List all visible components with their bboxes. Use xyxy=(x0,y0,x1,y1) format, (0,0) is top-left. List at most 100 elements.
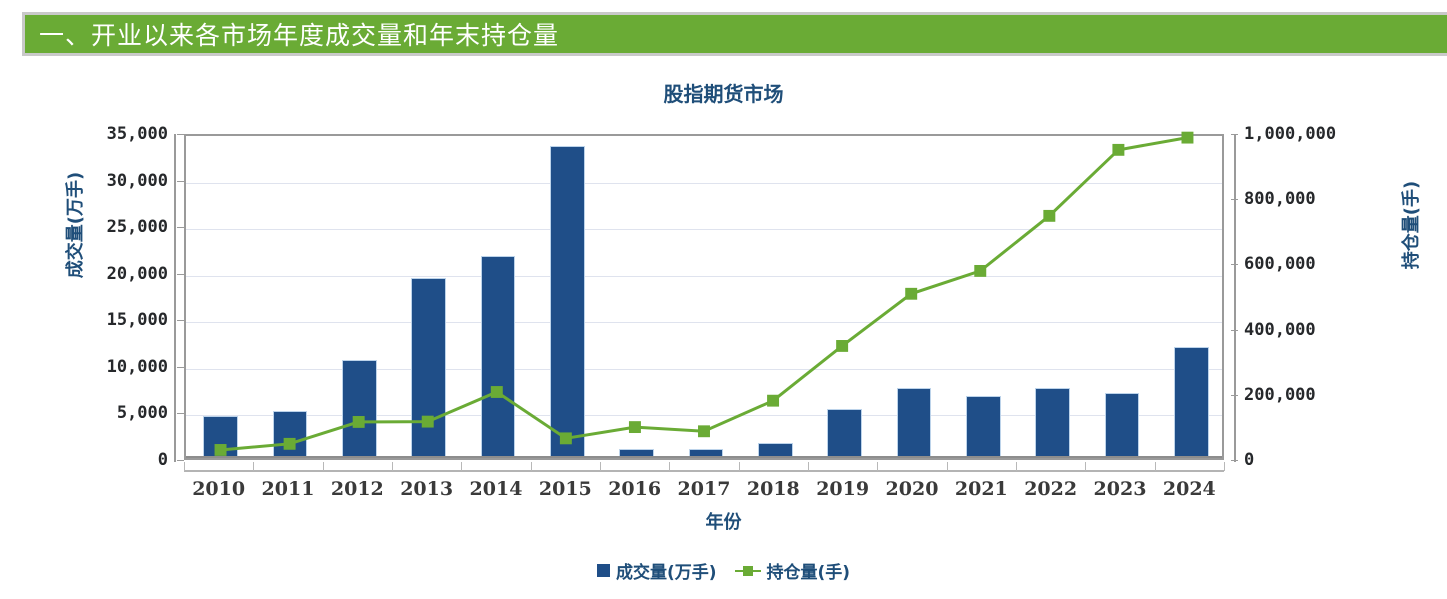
x-axis-tick-label: 2019 xyxy=(816,478,870,500)
line-marker xyxy=(1181,131,1194,144)
line-marker xyxy=(698,425,710,438)
x-axis-tickmark xyxy=(877,462,879,471)
chart-legend: 成交量(万手) 持仓量(手) xyxy=(0,558,1447,583)
x-axis-tick-label: 2021 xyxy=(954,478,1008,500)
gridline xyxy=(186,368,1222,370)
legend-item-label: 持仓量(手) xyxy=(766,563,851,583)
line-marker xyxy=(1043,209,1056,222)
square-bar-marker-icon xyxy=(596,564,610,577)
y-axis-left-tick-label: 25,000 xyxy=(106,217,168,238)
line-marker xyxy=(559,432,572,445)
gridline xyxy=(186,322,1222,324)
bar xyxy=(966,395,1001,458)
y-axis-left-tickmark xyxy=(177,413,184,415)
y-axis-right-tick-label: 400,000 xyxy=(1244,319,1316,340)
y-axis-right-tickmark xyxy=(1231,134,1238,135)
y-axis-left-tick-label: 10,000 xyxy=(106,356,168,377)
y-axis-left-tickmark xyxy=(177,180,184,182)
line-path xyxy=(221,138,1188,450)
y-axis-right-tickmark xyxy=(1231,199,1238,201)
y-axis-left-tick-label: 15,000 xyxy=(106,310,168,331)
x-axis-tick-label: 2010 xyxy=(192,478,246,500)
x-axis-tick-label: 2020 xyxy=(885,478,939,500)
legend-item[interactable]: 成交量(万手) xyxy=(596,558,717,583)
bar xyxy=(896,388,932,458)
x-axis-tickmark xyxy=(1085,462,1087,471)
y-axis-left-tickmark xyxy=(177,134,184,135)
x-axis-tickmark xyxy=(738,462,740,471)
chart-title: 股指期货市场 xyxy=(663,82,784,106)
gridline xyxy=(186,415,1222,417)
x-axis-tickmark xyxy=(392,462,393,471)
gridline xyxy=(186,182,1222,184)
x-axis-tick-label: 2017 xyxy=(677,478,731,500)
x-axis-tick-label: 2014 xyxy=(469,478,523,500)
line-marker xyxy=(767,394,780,407)
line-marker xyxy=(490,386,503,398)
x-axis-tick-label: 2016 xyxy=(608,478,662,500)
x-axis-tickmark xyxy=(600,462,601,471)
line-marker xyxy=(628,421,641,434)
y-axis-right-tickmarks xyxy=(1231,134,1241,461)
bar xyxy=(1174,346,1209,458)
bar xyxy=(1035,388,1070,458)
y-axis-right-tickmark xyxy=(1231,264,1238,266)
y-axis-right-title: 持仓量(手) xyxy=(1401,180,1422,270)
y-axis-right-tick-label: 800,000 xyxy=(1244,189,1316,210)
section-banner: 一、开业以来各市场年度成交量和年末持仓量 xyxy=(22,12,1447,56)
line-marker xyxy=(974,264,987,277)
x-axis-tick-label: 2013 xyxy=(400,478,454,500)
y-axis-right-tickmark xyxy=(1231,460,1238,461)
y-axis-left-line xyxy=(174,134,176,462)
legend-item[interactable]: 持仓量(手) xyxy=(734,558,851,583)
bar xyxy=(342,359,377,458)
x-axis-tickmark xyxy=(1016,462,1017,471)
y-axis-left-tick-label: 5,000 xyxy=(116,403,168,424)
bar xyxy=(411,278,446,458)
section-banner-title: 一、开业以来各市场年度成交量和年末持仓量 xyxy=(39,21,560,50)
y-axis-left-tickmark xyxy=(177,320,184,322)
line-marker xyxy=(214,444,227,456)
plot-baseline xyxy=(186,456,1222,458)
bar xyxy=(550,145,585,458)
plot-area xyxy=(184,131,1224,460)
y-axis-right-line xyxy=(1234,134,1236,462)
y-axis-left-tick-label: 0 xyxy=(157,450,168,470)
x-axis-title: 年份 xyxy=(705,512,742,533)
line-marker xyxy=(1112,143,1125,156)
y-axis-left-tickmarks xyxy=(174,134,184,461)
y-axis-left-tick-label: 35,000 xyxy=(106,124,168,144)
line-marker xyxy=(352,416,365,428)
x-axis-tickmark xyxy=(253,462,255,471)
x-axis-tick-label: 2023 xyxy=(1093,478,1147,500)
y-axis-right-tick-label: 1,000,000 xyxy=(1244,124,1337,144)
x-axis-tickmark xyxy=(669,462,671,471)
y-axis-right-tick-label: 200,000 xyxy=(1244,384,1316,405)
x-axis-tickmark xyxy=(946,462,948,471)
y-axis-right-tickmark xyxy=(1231,394,1238,396)
y-axis-left-tickmark xyxy=(177,460,184,461)
x-axis-tickmarks xyxy=(184,462,1225,472)
y-axis-left-tick-label: 20,000 xyxy=(106,263,168,284)
bar-series xyxy=(186,136,1222,458)
x-axis-tickmark xyxy=(184,462,185,471)
y-axis-left-tickmark xyxy=(177,227,184,229)
y-axis-right-tick-label: 600,000 xyxy=(1244,254,1316,275)
line-marker xyxy=(836,340,849,352)
y-axis-right-tickmark xyxy=(1231,329,1238,331)
x-axis-tick-label: 2022 xyxy=(1024,478,1078,500)
x-axis-tick-label: 2024 xyxy=(1162,478,1216,500)
x-axis-tick-label: 2012 xyxy=(330,478,384,500)
x-axis-tick-label: 2018 xyxy=(746,478,800,500)
y-axis-left-tick-label: 30,000 xyxy=(106,170,168,191)
x-axis-tickmark xyxy=(1224,462,1225,471)
x-axis-tick-label: 2011 xyxy=(261,478,315,500)
y-axis-left-tickmark xyxy=(177,273,184,275)
y-axis-right-ticks: 0 200,000 400,000 600,000 800,000 1,000,000 xyxy=(1244,124,1354,470)
section-banner-fill: 一、开业以来各市场年度成交量和年末持仓量 xyxy=(25,15,1447,53)
gridline xyxy=(186,275,1222,277)
legend-item-label: 成交量(万手) xyxy=(615,563,717,583)
x-axis-tick-label: 2015 xyxy=(538,478,592,500)
x-axis-tickmark xyxy=(1154,462,1156,471)
x-axis-tickmark xyxy=(530,462,532,471)
